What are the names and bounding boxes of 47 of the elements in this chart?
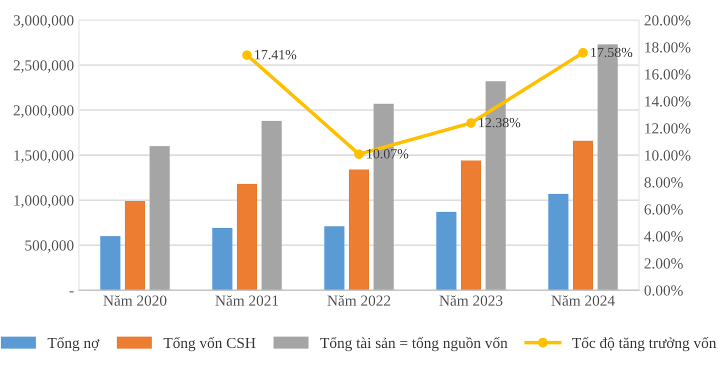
bar xyxy=(262,120,282,290)
bar xyxy=(100,236,120,290)
y2-tick-label: 20.00% xyxy=(644,15,690,26)
y2-tick-label: 18.00% xyxy=(645,42,690,53)
bar xyxy=(572,140,594,290)
y2-tick-label: 16.00% xyxy=(645,69,690,80)
bar xyxy=(436,212,456,290)
bar xyxy=(124,201,146,290)
point xyxy=(466,118,476,128)
x-tick-label: Năm 2023 xyxy=(439,295,502,306)
point xyxy=(354,149,364,160)
bar xyxy=(212,228,232,290)
y2-tick-label: 8.00% xyxy=(644,177,683,188)
y-tick-label: 2,500,000 xyxy=(14,60,74,73)
bar xyxy=(236,184,258,290)
y2-tick-label: 6.00% xyxy=(644,204,683,215)
point xyxy=(578,48,588,58)
data-label: 17.41% xyxy=(255,50,296,60)
bar xyxy=(460,160,482,290)
data-label: 12.38% xyxy=(479,118,520,128)
legend-label: Tổng nợ xyxy=(48,336,100,352)
y-tick-label: 3,000,000 xyxy=(14,15,74,28)
x-tick-label: Năm 2024 xyxy=(551,295,615,306)
legend-label: Tốc độ tăng trưởng vốn xyxy=(572,336,716,352)
bar xyxy=(324,226,344,290)
y2-tick-label: 4.00% xyxy=(644,231,683,242)
point xyxy=(242,50,252,60)
y2-tick-label: 14.00% xyxy=(645,96,690,107)
y-tick-label: 500,000 xyxy=(25,240,74,253)
data-label: 10.07% xyxy=(367,149,408,159)
y2-tick-label: 12.00% xyxy=(645,123,690,134)
x-tick-label: Năm 2021 xyxy=(215,295,278,306)
x-tick-label: Năm 2020 xyxy=(103,295,166,306)
bar xyxy=(548,194,568,290)
y-tick-label: - xyxy=(70,291,74,292)
y2-tick-label: 0.00% xyxy=(644,285,683,296)
y-tick-label: 1,000,000 xyxy=(14,195,74,208)
legend-label: Tổng tài sản = tổng nguồn vốn xyxy=(320,336,508,352)
data-label: 17.58% xyxy=(591,48,632,58)
x-tick-label: Năm 2022 xyxy=(327,295,390,306)
y2-tick-label: 10.00% xyxy=(645,150,690,161)
legend-label: Tổng vốn CSH xyxy=(164,336,256,352)
bar xyxy=(348,170,370,290)
y2-tick-label: 2.00% xyxy=(644,258,683,269)
bar xyxy=(150,146,170,290)
y-tick-label: 2,000,000 xyxy=(14,105,74,118)
y-tick-label: 1,500,000 xyxy=(14,150,74,163)
